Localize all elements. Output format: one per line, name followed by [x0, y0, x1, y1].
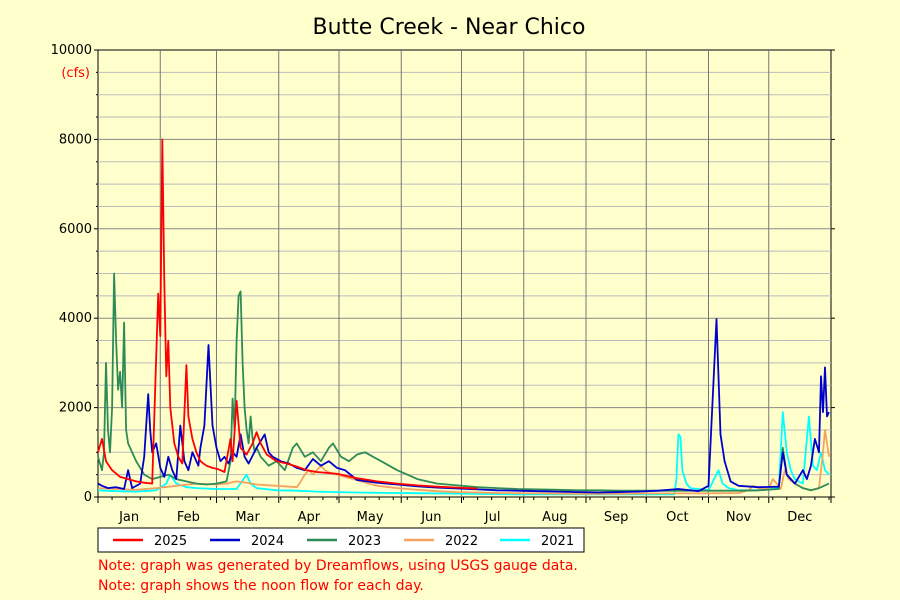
x-tick-label: Jun	[420, 510, 441, 525]
x-tick-label: Sep	[604, 510, 629, 525]
legend-label-2022: 2022	[445, 534, 478, 549]
series-line-2025	[97, 138, 478, 490]
series-line-2023	[97, 272, 830, 492]
note-noon-flow: Note: graph shows the noon flow for each…	[98, 578, 424, 594]
legend-box	[97, 527, 585, 553]
legend: 2025 2024 2023 2022 2021	[97, 527, 585, 553]
y-tick-label: 0	[84, 490, 92, 505]
legend-label-2025: 2025	[154, 534, 187, 549]
series-line-2022	[97, 428, 830, 495]
legend-label-2023: 2023	[348, 534, 381, 549]
y-tick-label: 2000	[59, 401, 92, 416]
note-data-source: Note: graph was generated by Dreamflows,…	[98, 558, 578, 574]
y-tick-label: 4000	[59, 311, 92, 326]
x-tick-label: Mar	[235, 510, 260, 525]
x-tick-label: Feb	[177, 510, 200, 525]
x-tick-label: Jan	[118, 510, 139, 525]
x-tick-label: Oct	[666, 510, 688, 525]
x-tick-label: Nov	[726, 510, 752, 525]
y-axis-unit-label: (cfs)	[61, 66, 90, 81]
legend-label-2021: 2021	[541, 534, 574, 549]
axes: 0 2000 4000 6000 8000 10000 Jan Feb Mar Apr May Jun…	[51, 43, 835, 525]
x-tick-label: Jul	[484, 510, 501, 525]
y-tick-label: 8000	[59, 132, 92, 147]
y-tick-label: 6000	[59, 222, 92, 237]
legend-label-2024: 2024	[251, 534, 284, 549]
x-tick-label: Aug	[542, 510, 567, 525]
x-tick-label: May	[357, 510, 384, 525]
x-tick-label: Dec	[787, 510, 812, 525]
series-line-2024	[97, 318, 830, 494]
chart-title: Butte Creek - Near Chico	[313, 15, 586, 40]
series-layer	[97, 138, 830, 496]
x-tick-label: Apr	[298, 510, 321, 525]
y-tick-label: 10000	[51, 43, 92, 58]
